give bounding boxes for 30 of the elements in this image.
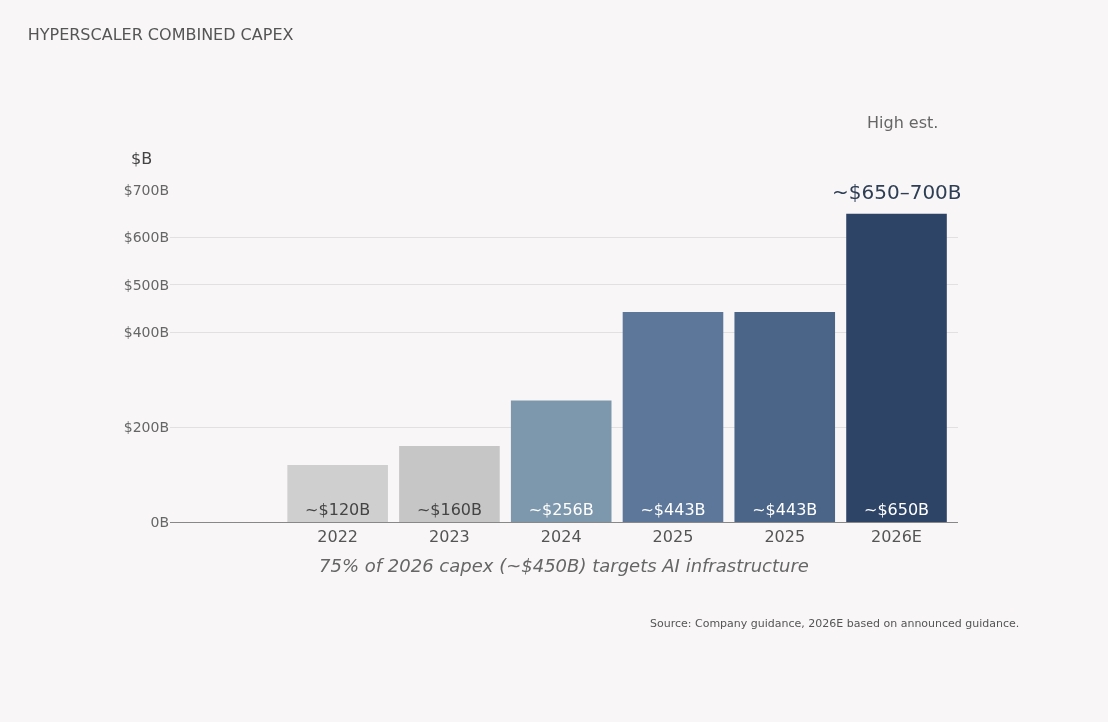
x-tick-label: 2022 bbox=[317, 527, 359, 547]
chart-title: HYPERSCALER COMBINED CAPEX bbox=[27, 25, 294, 45]
bar bbox=[846, 213, 947, 522]
bar bbox=[399, 446, 500, 522]
data-label: ~$650B bbox=[863, 500, 930, 519]
bar bbox=[734, 311, 836, 522]
y-tick-label: $500B bbox=[123, 276, 169, 293]
x-tick-label: 2024 bbox=[540, 527, 582, 547]
y-tick-label: $700B bbox=[123, 181, 169, 198]
data-label: ~$120B bbox=[305, 500, 371, 519]
y-tick-label: $200B bbox=[123, 419, 169, 436]
text: High est. bbox=[867, 113, 939, 132]
data-label: ~$256B bbox=[528, 500, 594, 519]
x-tick-label: 2025 bbox=[652, 527, 694, 547]
data-label: ~$443B bbox=[752, 500, 818, 519]
x-tick-label: 2023 bbox=[429, 527, 470, 547]
y-tick-label: $400B bbox=[123, 324, 169, 341]
bar bbox=[510, 400, 612, 522]
data-label: ~$160B bbox=[416, 500, 482, 519]
y-tick-label: 0B bbox=[150, 513, 169, 530]
bar bbox=[622, 311, 724, 522]
x-tick-label: 2025 bbox=[764, 527, 806, 547]
text: 75% of 2026 capex (~$450B) targets AI infrastructure bbox=[319, 555, 809, 576]
bar bbox=[287, 465, 388, 522]
x-tick-label: 2026E bbox=[871, 527, 922, 547]
annotation: ~$650–700B bbox=[832, 180, 962, 204]
y-axis-title: $B bbox=[131, 149, 153, 168]
y-tick-label: $600B bbox=[123, 229, 169, 246]
data-label: ~$443B bbox=[640, 500, 706, 519]
source-note: Source: Company guidance, 2026E based on announced guidance. bbox=[650, 617, 1020, 630]
